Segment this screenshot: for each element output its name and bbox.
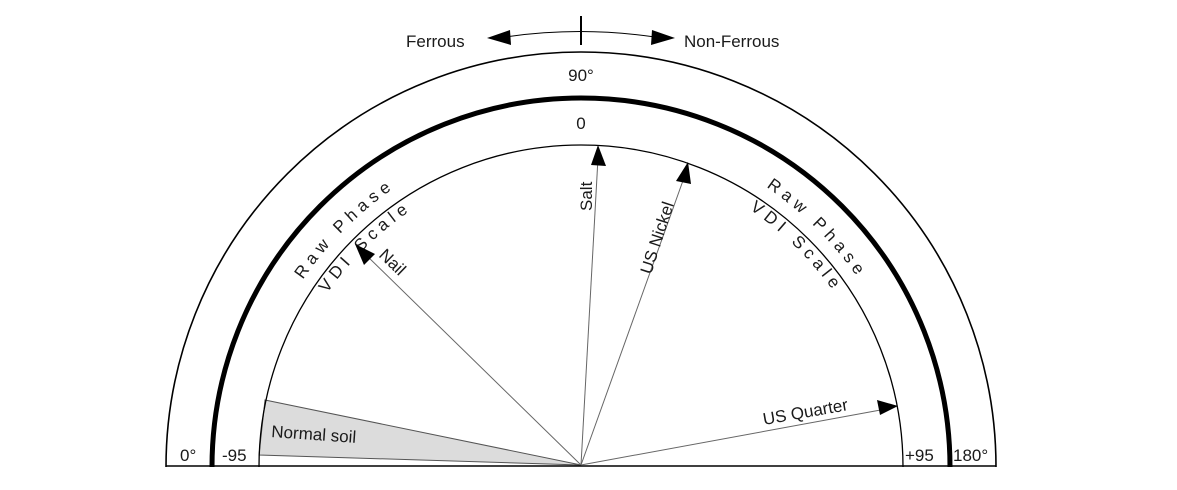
us-nickel-arrow-icon (676, 162, 691, 184)
raw-phase-outer-arc (165, 51, 997, 468)
ferrous-label: Ferrous (406, 32, 465, 51)
non-ferrous-label: Non-Ferrous (684, 32, 779, 51)
salt-label: Salt (577, 181, 596, 211)
us-quarter-ray (580, 400, 898, 466)
vdi-thick-arc (209, 95, 953, 468)
nail-arrow-icon (355, 244, 375, 265)
salt-arrow-icon (591, 145, 606, 166)
us-nickel-ray (580, 162, 691, 466)
raw-phase-180-label: 180° (953, 446, 988, 465)
non-ferrous-arrow-icon (651, 30, 675, 45)
vdi-plus-95-label: +95 (905, 446, 934, 465)
nail-label: Nail (375, 245, 409, 279)
nail-ray (355, 244, 582, 466)
vdi-0-label: 0 (576, 114, 585, 133)
salt-ray (580, 145, 606, 466)
us-quarter-arrow-icon (877, 400, 898, 415)
us-nickel-label: US Nickel (637, 199, 678, 276)
vdi-minus-95-label: -95 (222, 446, 247, 465)
raw-phase-90-label: 90° (568, 66, 594, 85)
ferrous-arrow-icon (487, 30, 511, 45)
raw-phase-0-label: 0° (180, 446, 196, 465)
vdi-inner-arc (258, 144, 904, 468)
